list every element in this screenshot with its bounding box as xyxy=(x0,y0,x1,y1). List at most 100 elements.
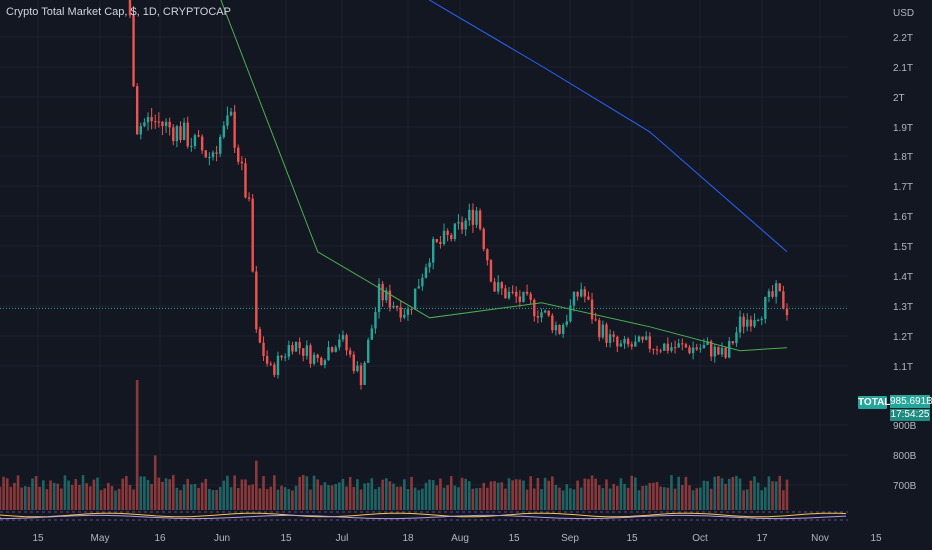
candle-body xyxy=(648,336,651,349)
volume-bar xyxy=(605,479,608,510)
volume-bar xyxy=(161,481,164,510)
volume-bar xyxy=(143,476,146,510)
price-axis[interactable]: 2.2T 2.1T 2T 1.9T 1.8T 1.7T 1.6T 1.5T 1.4T 1.3T 1.… xyxy=(893,33,917,492)
price-tick-label: 900B xyxy=(893,421,917,432)
price-tick-label: 800B xyxy=(893,451,917,462)
volume-bar xyxy=(258,488,262,510)
candle-body xyxy=(161,121,164,127)
candle-body xyxy=(594,319,597,321)
indicator-background xyxy=(0,510,848,522)
time-tick-label: Aug xyxy=(451,533,469,544)
candle-body xyxy=(323,360,327,365)
candle-body xyxy=(608,334,612,343)
candle-body xyxy=(630,344,633,347)
price-tick-label: 1.9T xyxy=(893,123,913,134)
volume-bar xyxy=(543,477,547,510)
candle-body xyxy=(403,314,406,318)
candle-body xyxy=(767,291,771,297)
volume-bar xyxy=(81,475,85,510)
candle-body xyxy=(720,347,724,355)
volume-bar xyxy=(554,485,558,510)
volume-bar xyxy=(572,489,576,510)
candle-body xyxy=(561,324,565,334)
volume-bar xyxy=(623,483,626,510)
candle-body xyxy=(774,283,778,297)
candle-body xyxy=(688,347,691,354)
volume-bar xyxy=(561,490,565,510)
volume-bar xyxy=(684,476,688,510)
candle-body xyxy=(345,335,348,351)
volume-bar xyxy=(529,476,532,510)
candle-body xyxy=(637,336,641,342)
candle-body xyxy=(504,288,507,299)
candle-body xyxy=(663,343,666,351)
candle-body xyxy=(587,296,590,300)
price-tick-label: 1.5T xyxy=(893,242,913,253)
volume-bar xyxy=(384,478,388,510)
candle-body xyxy=(709,341,713,357)
candle-body xyxy=(247,197,251,199)
volume-bar xyxy=(121,478,125,510)
volume-bar xyxy=(175,487,179,510)
candle-body xyxy=(641,336,644,340)
volume-bar xyxy=(60,488,63,510)
candle-body xyxy=(374,312,377,329)
volume-bar xyxy=(67,480,70,510)
volume-bar xyxy=(16,475,20,510)
candle-body xyxy=(182,122,186,141)
currency-label: USD xyxy=(893,8,914,19)
volume-bar xyxy=(785,479,789,510)
candle-body xyxy=(785,308,789,316)
volume-bar xyxy=(273,475,276,510)
volume-bar xyxy=(720,478,724,510)
candle-body xyxy=(670,347,673,351)
volume-bar xyxy=(359,489,363,510)
volume-bar xyxy=(255,460,258,510)
candle-body xyxy=(478,210,482,229)
candle-body xyxy=(154,121,157,123)
candle-body xyxy=(699,348,702,350)
candle-body xyxy=(388,290,392,308)
volume-bar xyxy=(475,488,478,510)
candle-body xyxy=(200,136,204,151)
volume-bar xyxy=(193,483,197,510)
volume-bar xyxy=(518,479,522,510)
candle-body xyxy=(334,347,337,352)
volume-bar xyxy=(569,488,572,510)
time-tick-label: 15 xyxy=(280,533,292,544)
volume-bar xyxy=(514,479,518,510)
volume-bar xyxy=(179,490,182,510)
volume-bar xyxy=(464,478,467,510)
indicator-line-yellow xyxy=(0,512,847,518)
candle-body xyxy=(507,291,511,299)
candle-body xyxy=(168,121,171,128)
volume-bar xyxy=(222,480,226,510)
candle-body xyxy=(327,347,330,361)
volume-bar xyxy=(327,484,330,510)
volume-bar xyxy=(381,479,384,510)
candle-body xyxy=(666,343,670,351)
candle-body xyxy=(164,121,168,127)
volume-bar xyxy=(673,488,677,510)
volume-bar xyxy=(31,478,34,510)
candle-body xyxy=(367,339,370,363)
volume-bar xyxy=(20,487,23,510)
candle-body xyxy=(255,271,258,330)
candle-body xyxy=(287,345,290,357)
volume-bar xyxy=(587,479,590,510)
candle-body xyxy=(413,288,417,310)
volume-bar xyxy=(301,474,305,510)
price-tick-label: 700B xyxy=(893,481,917,492)
volume-bar xyxy=(117,488,121,510)
volume-bar xyxy=(713,476,717,510)
volume-bar xyxy=(525,489,529,510)
bar-countdown-badge: 17:54:25 xyxy=(890,409,930,421)
time-axis[interactable]: 15 May 16 Jun 15 Jul 18 Aug 15 Sep 15 Oct 17 Nov 15 xyxy=(32,533,882,544)
volume-bar xyxy=(107,482,110,510)
price-tick-label: 2.1T xyxy=(893,63,913,74)
candle-body xyxy=(211,152,215,158)
volume-bar xyxy=(114,490,117,510)
price-tick-label: 1.1T xyxy=(893,362,913,373)
candle-body xyxy=(771,291,774,297)
